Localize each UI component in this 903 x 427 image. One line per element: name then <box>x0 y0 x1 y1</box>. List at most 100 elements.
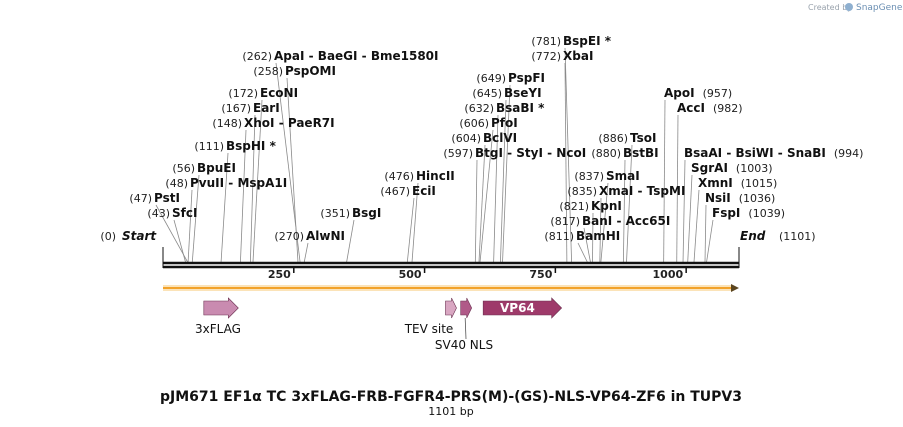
site-label: (167) EarI <box>221 101 279 115</box>
feature-leader-line <box>464 317 467 340</box>
site-name: PspOMI <box>285 64 336 78</box>
site-leader-line <box>663 99 666 263</box>
feature-arrow <box>482 297 563 319</box>
enzyme-name: AccI <box>677 101 705 115</box>
site-leader-line <box>411 182 419 263</box>
site-position: (1039) <box>748 207 785 220</box>
site-name: PstI <box>154 191 180 205</box>
site-label: (476) HincII <box>384 169 454 183</box>
site-position: (604) <box>451 132 481 145</box>
feature-vp64: VP64 <box>482 297 563 319</box>
start-text: Start <box>122 229 157 243</box>
site-leader-line <box>500 99 507 263</box>
site-name: PspFI <box>508 71 545 85</box>
enzyme-name: BamHI <box>576 229 620 243</box>
site-label: (43) SfcI <box>147 206 197 220</box>
site-name: KpnI <box>591 199 622 213</box>
snapgene-brand: SnapGene <box>856 3 903 13</box>
site-label: (606) PfoI <box>459 116 517 130</box>
created-by-text: Created by <box>808 3 852 12</box>
site-leader-line <box>682 159 686 263</box>
enzyme-name: BsaBI * <box>496 101 545 115</box>
site-leader-line <box>599 197 602 263</box>
site-name: BsgI <box>352 206 381 220</box>
site-leader-line <box>303 242 309 263</box>
site-leader-line <box>577 242 588 263</box>
site-name: BsaBI * <box>496 101 545 115</box>
site-leader-line <box>693 189 700 263</box>
site-position: (111) <box>194 140 224 153</box>
site-separator: - <box>275 116 288 130</box>
site-leader-line <box>478 144 486 263</box>
site-position: (1015) <box>741 177 778 190</box>
site-position: (817) <box>550 215 580 228</box>
site-name: XmnI <box>698 176 733 190</box>
site-position: (606) <box>459 117 489 130</box>
site-leader-line <box>479 129 494 263</box>
site-position: (167) <box>221 102 251 115</box>
site-separator: - <box>612 214 625 228</box>
site-leader-line <box>626 144 633 263</box>
enzyme-name: XmaI <box>599 184 633 198</box>
site-position: (835) <box>567 185 597 198</box>
site-label: (632) BsaBI * <box>464 101 545 115</box>
enzyme-name: BpuEI <box>197 161 236 175</box>
site-name: XbaI <box>563 49 593 63</box>
site-separator: - <box>224 176 237 190</box>
enzyme-name: NcoI <box>556 146 586 160</box>
enzyme-name: PaeR7I <box>288 116 335 130</box>
site-label: (270) AlwNI <box>274 229 345 243</box>
site-label: (111) BspHI * <box>194 139 276 153</box>
site-leader-line <box>406 197 415 263</box>
site-position: (649) <box>476 72 506 85</box>
feature-arrow <box>445 297 457 319</box>
site-leader-line <box>220 152 229 263</box>
site-position: (56) <box>172 162 195 175</box>
enzyme-name: TspMI <box>647 184 686 198</box>
site-position: (1036) <box>739 192 776 205</box>
site-name: BtgI - StyI - NcoI <box>475 146 586 160</box>
site-leader-line <box>687 174 693 263</box>
site-leader-line <box>240 129 247 263</box>
site-leader-line <box>583 227 591 263</box>
site-name: EarI <box>253 101 280 115</box>
enzyme-name: BtgI <box>475 146 503 160</box>
site-labels: (781) BspEI *(772) XbaI(262) ApaI - BaeG… <box>100 34 863 243</box>
site-name: BseYI <box>504 86 542 100</box>
site-label: (351) BsgI <box>320 206 381 220</box>
site-separator: - <box>722 146 735 160</box>
site-label: (48) PvuII - MspA1I <box>165 176 287 190</box>
site-name: BamHI <box>576 229 620 243</box>
enzyme-name: HincII <box>416 169 455 183</box>
site-label: (47) PstI <box>129 191 180 205</box>
site-name: HincII <box>416 169 455 183</box>
enzyme-name: EcoNI <box>260 86 298 100</box>
site-name: FspI <box>712 206 740 220</box>
site-leader-line <box>564 62 568 263</box>
enzyme-name: BspEI * <box>563 34 612 48</box>
site-leader-lines <box>155 47 714 263</box>
orf-arrowhead <box>731 284 739 292</box>
site-position: (47) <box>129 192 152 205</box>
site-label: XmnI (1015) <box>698 176 777 190</box>
end-position: (1101) <box>779 230 816 243</box>
site-leader-line <box>600 182 609 263</box>
site-name: SfcI <box>172 206 197 220</box>
enzyme-name: NsiI <box>705 191 731 205</box>
feature-label: 3xFLAG <box>195 322 241 336</box>
site-name: EciI <box>412 184 436 198</box>
site-leader-line <box>346 219 355 263</box>
site-label: (604) BclVI <box>451 131 517 145</box>
site-label: NsiI (1036) <box>705 191 775 205</box>
enzyme-name: PfoI <box>491 116 518 130</box>
feature-label: VP64 <box>500 301 535 315</box>
enzyme-name: BclVI <box>483 131 517 145</box>
start-label: (0) Start <box>100 229 157 243</box>
site-name: BclVI <box>483 131 517 145</box>
site-label: (56) BpuEI <box>172 161 236 175</box>
site-label: (817) BanI - Acc65I <box>550 214 670 228</box>
enzyme-name: StyI <box>516 146 543 160</box>
enzyme-name: FspI <box>712 206 740 220</box>
site-label: BsaAI - BsiWI - SnaBI (994) <box>684 146 863 160</box>
site-separator: - <box>543 146 556 160</box>
